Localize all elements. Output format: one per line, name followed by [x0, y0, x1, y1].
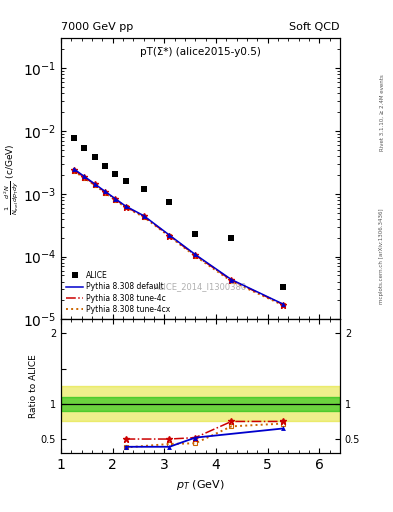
Y-axis label: $\frac{1}{N_{\rm inel}} \frac{d^2N}{dp_{\rm T}dy}$ (c/GeV): $\frac{1}{N_{\rm inel}} \frac{d^2N}{dp_{… — [3, 143, 21, 215]
Pythia 8.308 tune-4cx — [72, 168, 76, 174]
Pythia 8.308 tune-4c — [103, 188, 107, 195]
ALICE — [92, 155, 97, 161]
Pythia 8.308 default — [123, 203, 128, 209]
Pythia 8.308 tune-4c — [72, 167, 76, 173]
Text: Rivet 3.1.10, ≥ 2.4M events: Rivet 3.1.10, ≥ 2.4M events — [380, 74, 384, 151]
Pythia 8.308 default — [82, 173, 86, 179]
ALICE — [72, 135, 76, 141]
ALICE — [113, 170, 118, 177]
Pythia 8.308 tune-4cx — [167, 233, 172, 240]
Bar — [61, 386, 340, 421]
Pythia 8.308 default — [113, 196, 118, 202]
Pythia 8.308 tune-4cx — [103, 189, 107, 196]
Pythia 8.308 tune-4cx — [281, 302, 285, 308]
ALICE — [123, 178, 128, 184]
Pythia 8.308 default — [281, 301, 285, 307]
Text: Soft QCD: Soft QCD — [290, 22, 340, 32]
Text: 7000 GeV pp: 7000 GeV pp — [61, 22, 133, 32]
Pythia 8.308 default — [72, 166, 76, 172]
Pythia 8.308 default — [103, 188, 107, 195]
Pythia 8.308 default — [141, 212, 146, 219]
Pythia 8.308 tune-4c — [281, 302, 285, 308]
ALICE — [103, 163, 107, 169]
ALICE — [167, 199, 172, 205]
Pythia 8.308 tune-4c — [229, 277, 234, 283]
Pythia 8.308 tune-4c — [167, 232, 172, 239]
Pythia 8.308 default — [193, 251, 198, 258]
Line: Pythia 8.308 tune-4c: Pythia 8.308 tune-4c — [74, 170, 283, 305]
Line: ALICE: ALICE — [71, 135, 286, 290]
Pythia 8.308 default — [92, 181, 97, 187]
ALICE — [141, 186, 146, 192]
Pythia 8.308 tune-4cx — [123, 204, 128, 210]
Pythia 8.308 tune-4c — [92, 181, 97, 187]
ALICE — [229, 234, 234, 241]
Text: ALICE_2014_I1300380: ALICE_2014_I1300380 — [154, 282, 247, 291]
X-axis label: $p_T$ (GeV): $p_T$ (GeV) — [176, 478, 225, 492]
Pythia 8.308 tune-4c — [123, 204, 128, 210]
Line: Pythia 8.308 default: Pythia 8.308 default — [74, 169, 283, 304]
Pythia 8.308 tune-4c — [113, 196, 118, 202]
Pythia 8.308 tune-4cx — [113, 197, 118, 203]
Legend: ALICE, Pythia 8.308 default, Pythia 8.308 tune-4c, Pythia 8.308 tune-4cx: ALICE, Pythia 8.308 default, Pythia 8.30… — [65, 270, 172, 315]
Pythia 8.308 tune-4c — [193, 252, 198, 259]
Line: Pythia 8.308 tune-4cx: Pythia 8.308 tune-4cx — [74, 171, 283, 305]
Pythia 8.308 tune-4cx — [141, 214, 146, 220]
ALICE — [82, 145, 86, 151]
Pythia 8.308 tune-4cx — [193, 253, 198, 259]
Text: mcplots.cern.ch [arXiv:1306.3436]: mcplots.cern.ch [arXiv:1306.3436] — [380, 208, 384, 304]
Pythia 8.308 default — [229, 276, 234, 283]
Pythia 8.308 tune-4cx — [92, 182, 97, 188]
Bar — [61, 397, 340, 411]
Y-axis label: Ratio to ALICE: Ratio to ALICE — [29, 354, 38, 418]
Text: pT(Σ*) (alice2015-y0.5): pT(Σ*) (alice2015-y0.5) — [140, 47, 261, 57]
ALICE — [281, 284, 285, 290]
ALICE — [193, 231, 198, 237]
Pythia 8.308 default — [167, 232, 172, 238]
Pythia 8.308 tune-4cx — [82, 175, 86, 181]
Pythia 8.308 tune-4cx — [229, 278, 234, 284]
Pythia 8.308 tune-4c — [82, 174, 86, 180]
Pythia 8.308 tune-4c — [141, 213, 146, 219]
